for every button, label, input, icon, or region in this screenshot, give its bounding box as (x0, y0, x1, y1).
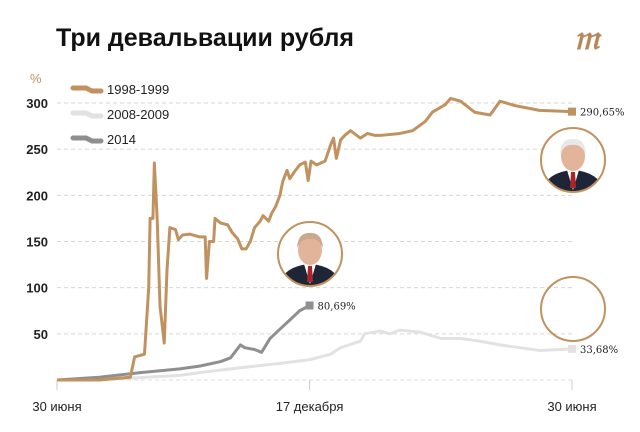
series-end-label: 80,69% (318, 301, 356, 312)
series-end-marker (568, 107, 576, 116)
series-end-marker (568, 344, 576, 353)
legend-swatch (70, 85, 104, 94)
series-line-2014 (56, 304, 311, 382)
y-tick-label: 200 (26, 188, 48, 203)
legend-label: 1998-1999 (107, 82, 169, 97)
series-end-marker (305, 301, 314, 310)
y-tick-label: 250 (26, 142, 48, 157)
series-line-1998-1999 (57, 96, 573, 382)
portrait-1998 (540, 127, 606, 193)
series-line-2008-2009 (56, 328, 573, 382)
legend-label: 2008-2009 (107, 107, 169, 122)
page-title: Три девальвации рубля (56, 24, 354, 52)
legend-label: 2014 (107, 132, 136, 147)
x-tick-label: 17 декабря (276, 399, 344, 414)
y-axis-label: % (30, 71, 42, 86)
portrait-2008 (540, 276, 606, 342)
logo: 𝔪 (574, 18, 600, 58)
legend-swatch (70, 135, 104, 144)
legend-swatch (70, 110, 104, 119)
series-end-label: 33,68% (580, 345, 618, 356)
y-tick-label: 100 (26, 281, 48, 296)
series-end-label: 290,65% (580, 108, 625, 119)
x-tick-label: 30 июня (32, 399, 81, 414)
y-tick-label: 150 (26, 235, 48, 250)
portrait-2014 (277, 221, 343, 287)
x-tick-label: 30 июня (547, 399, 596, 414)
y-tick-label: 50 (34, 327, 48, 342)
y-tick-label: 300 (26, 96, 48, 111)
